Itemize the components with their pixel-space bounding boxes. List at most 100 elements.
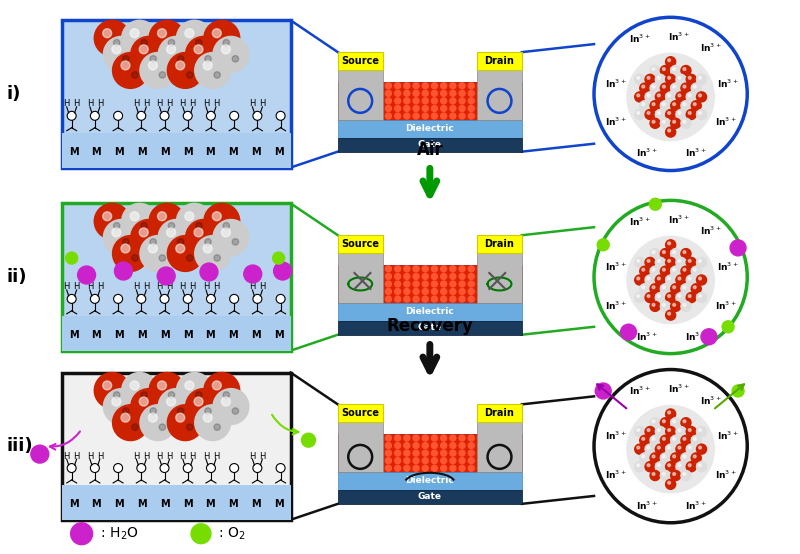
Circle shape	[670, 435, 681, 445]
Circle shape	[160, 111, 169, 120]
Circle shape	[158, 37, 194, 72]
Circle shape	[637, 94, 640, 97]
Circle shape	[386, 98, 391, 104]
Circle shape	[253, 111, 262, 120]
Circle shape	[206, 294, 215, 304]
Bar	[477, 52, 522, 70]
Circle shape	[486, 266, 493, 272]
Circle shape	[686, 258, 696, 268]
Circle shape	[339, 266, 346, 272]
Circle shape	[647, 259, 650, 262]
Circle shape	[422, 266, 428, 272]
Text: M: M	[160, 499, 170, 509]
Circle shape	[394, 435, 401, 441]
Circle shape	[349, 281, 354, 287]
Text: H: H	[97, 99, 103, 109]
Circle shape	[404, 266, 410, 272]
Circle shape	[131, 219, 166, 255]
Circle shape	[655, 461, 666, 472]
Circle shape	[694, 438, 696, 440]
Circle shape	[459, 83, 465, 89]
Circle shape	[212, 29, 222, 38]
Circle shape	[130, 29, 139, 38]
Circle shape	[686, 444, 696, 454]
Circle shape	[367, 266, 373, 272]
Circle shape	[496, 443, 502, 449]
Circle shape	[514, 296, 520, 302]
Text: H: H	[143, 283, 150, 291]
Circle shape	[645, 461, 655, 472]
Circle shape	[166, 397, 175, 406]
Circle shape	[450, 443, 456, 449]
Text: M: M	[92, 499, 102, 509]
Circle shape	[358, 458, 364, 464]
Circle shape	[149, 20, 185, 56]
Circle shape	[514, 113, 520, 119]
Circle shape	[634, 258, 645, 268]
Text: H: H	[202, 99, 209, 109]
Text: H: H	[86, 452, 93, 460]
Circle shape	[698, 94, 702, 97]
Circle shape	[178, 239, 184, 245]
Text: H: H	[202, 452, 209, 460]
Circle shape	[676, 427, 686, 437]
Text: Dielectric: Dielectric	[406, 307, 454, 316]
Circle shape	[681, 249, 691, 259]
Circle shape	[642, 455, 645, 458]
Circle shape	[441, 465, 446, 471]
Circle shape	[404, 105, 410, 111]
Circle shape	[634, 74, 645, 84]
Circle shape	[90, 464, 99, 473]
Circle shape	[496, 281, 502, 287]
Circle shape	[176, 61, 185, 70]
Circle shape	[413, 90, 419, 96]
Text: In$^{3+}$: In$^{3+}$	[605, 116, 626, 129]
Circle shape	[114, 262, 132, 280]
Circle shape	[668, 295, 670, 297]
Circle shape	[103, 219, 139, 255]
Circle shape	[223, 39, 230, 46]
Circle shape	[176, 244, 185, 253]
Circle shape	[658, 277, 660, 280]
Circle shape	[230, 294, 238, 304]
Bar	[338, 490, 522, 504]
Circle shape	[450, 289, 456, 295]
Circle shape	[441, 98, 446, 104]
Text: M: M	[274, 147, 283, 157]
Circle shape	[349, 113, 354, 119]
Bar	[62, 372, 290, 520]
Circle shape	[645, 258, 655, 268]
Text: Drain: Drain	[485, 56, 514, 66]
Text: iii): iii)	[7, 437, 34, 455]
Circle shape	[203, 61, 212, 70]
Circle shape	[478, 458, 483, 464]
Circle shape	[683, 438, 686, 440]
Circle shape	[637, 277, 640, 280]
Circle shape	[670, 83, 681, 93]
Text: H: H	[179, 283, 186, 291]
Circle shape	[670, 65, 681, 75]
Circle shape	[673, 473, 675, 475]
Circle shape	[647, 277, 650, 280]
Circle shape	[413, 465, 419, 471]
Circle shape	[683, 68, 686, 70]
Text: H: H	[97, 283, 103, 291]
Circle shape	[505, 296, 511, 302]
Bar	[338, 321, 522, 335]
Circle shape	[505, 274, 511, 279]
Circle shape	[376, 90, 382, 96]
Circle shape	[441, 113, 446, 119]
Circle shape	[94, 20, 130, 56]
Circle shape	[678, 277, 681, 280]
Circle shape	[668, 481, 670, 484]
Circle shape	[160, 294, 169, 304]
Circle shape	[422, 296, 428, 302]
Circle shape	[670, 284, 681, 294]
Circle shape	[681, 83, 691, 93]
Circle shape	[394, 266, 401, 272]
Circle shape	[431, 289, 438, 295]
Circle shape	[158, 381, 166, 390]
Circle shape	[376, 274, 382, 279]
Circle shape	[139, 45, 148, 54]
Circle shape	[652, 85, 655, 88]
